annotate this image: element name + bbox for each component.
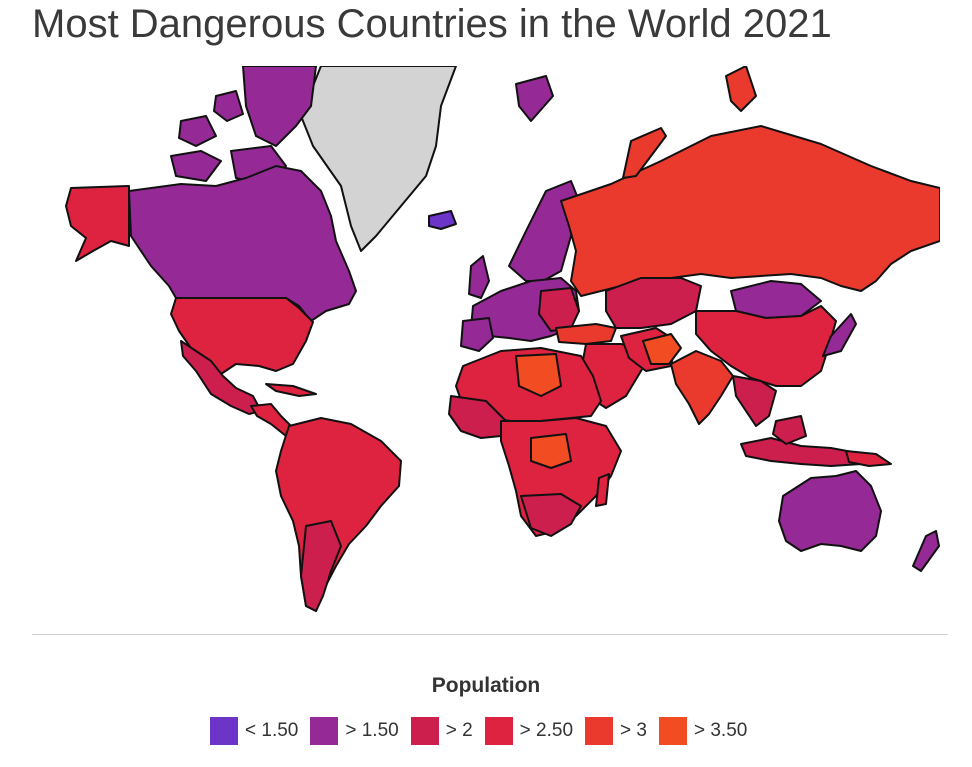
borneo-island[interactable] bbox=[772, 415, 807, 445]
southeast-asia-region[interactable] bbox=[732, 375, 777, 427]
canada-region[interactable] bbox=[128, 165, 357, 322]
legend-swatch bbox=[484, 717, 513, 745]
legend-swatch bbox=[210, 717, 238, 745]
indonesia-islands[interactable] bbox=[740, 437, 864, 467]
drc-region[interactable] bbox=[530, 433, 572, 469]
legend-item-gt-3-50[interactable]: > 3.50 bbox=[658, 717, 748, 745]
central-asia-region[interactable] bbox=[605, 277, 702, 329]
world-map[interactable] bbox=[31, 66, 940, 626]
india-region[interactable] bbox=[670, 350, 734, 425]
cuba-island[interactable] bbox=[265, 383, 317, 397]
legend-label: > 2 bbox=[445, 720, 473, 741]
canada-island-2[interactable] bbox=[178, 115, 217, 147]
svalbard-island[interactable] bbox=[515, 75, 554, 122]
southern-africa-region[interactable] bbox=[520, 493, 582, 537]
legend-item-gt-1-50[interactable]: > 1.50 bbox=[310, 717, 399, 745]
legend-swatch bbox=[585, 717, 614, 745]
canada-island-3[interactable] bbox=[213, 90, 244, 122]
canada-arctic-islands[interactable] bbox=[242, 66, 317, 147]
legend-swatch bbox=[310, 717, 339, 745]
legend-label: > 2.50 bbox=[519, 720, 574, 741]
alaska-region[interactable] bbox=[65, 185, 130, 262]
legend-label: > 1.50 bbox=[345, 720, 399, 741]
new-zealand-island[interactable] bbox=[912, 530, 940, 572]
japan-island[interactable] bbox=[822, 313, 857, 357]
libya-region[interactable] bbox=[515, 353, 562, 397]
legend-label: < 1.50 bbox=[245, 720, 299, 741]
uk-island[interactable] bbox=[468, 255, 490, 299]
greenland-region[interactable] bbox=[300, 66, 457, 252]
australia-region[interactable] bbox=[778, 470, 882, 552]
page-title: Most Dangerous Countries in the World 20… bbox=[32, 2, 832, 46]
legend-label: > 3 bbox=[620, 720, 647, 741]
russia-north-islands[interactable] bbox=[622, 127, 667, 179]
usa-region[interactable] bbox=[170, 297, 314, 375]
scandinavia-region[interactable] bbox=[508, 180, 580, 282]
legend-swatch bbox=[658, 717, 687, 745]
canada-island-4[interactable] bbox=[170, 150, 222, 182]
china-region[interactable] bbox=[695, 305, 837, 387]
iberia-region[interactable] bbox=[460, 317, 494, 352]
madagascar-island[interactable] bbox=[595, 473, 610, 507]
argentina-chile-region[interactable] bbox=[300, 520, 342, 612]
legend-label: > 3.50 bbox=[693, 720, 748, 741]
legend-swatch bbox=[410, 717, 439, 745]
papua-island[interactable] bbox=[845, 450, 892, 467]
novaya-zemlya-island[interactable] bbox=[725, 66, 757, 112]
south-america-region[interactable] bbox=[275, 417, 402, 612]
legend-title: Population bbox=[431, 674, 541, 697]
west-africa-region[interactable] bbox=[448, 395, 507, 439]
map-divider bbox=[32, 634, 948, 635]
afghanistan-region[interactable] bbox=[642, 333, 682, 365]
legend-item-gt-2-50[interactable]: > 2.50 bbox=[484, 717, 574, 745]
iceland-island[interactable] bbox=[428, 210, 457, 230]
legend-item-lt-1-50[interactable]: < 1.50 bbox=[210, 717, 298, 745]
legend-item-gt-2[interactable]: > 2 bbox=[410, 717, 473, 745]
russia-region[interactable] bbox=[560, 125, 940, 297]
turkey-region[interactable] bbox=[555, 323, 617, 345]
legend-item-gt-3[interactable]: > 3 bbox=[585, 717, 647, 745]
legend: < 1.50 > 1.50 > 2 > 2.50 > 3 > 3.50 bbox=[210, 717, 759, 745]
